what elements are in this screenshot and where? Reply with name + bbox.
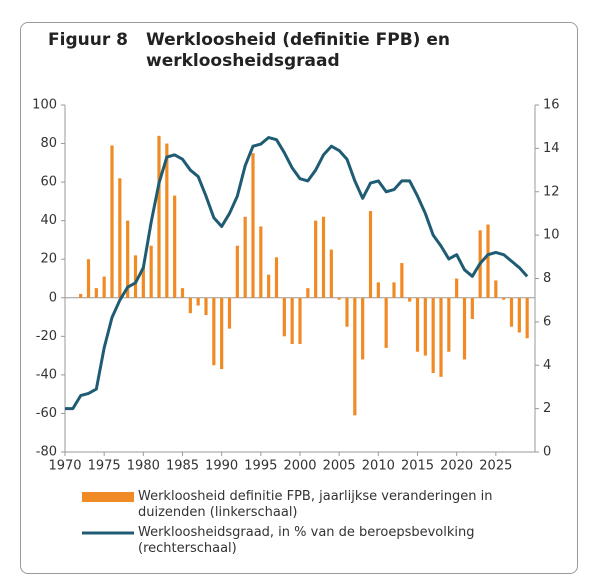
bar (345, 297, 349, 327)
y2-tick-label: 6 (543, 314, 551, 329)
bar (141, 266, 145, 298)
bar (157, 135, 161, 298)
bar (212, 297, 216, 366)
chart-title: Werkloosheid (definitie FPB) en werkloos… (146, 30, 450, 71)
x-tick-label: 2000 (283, 459, 316, 474)
bar (251, 153, 255, 298)
bar (118, 178, 122, 298)
bar (376, 282, 380, 298)
bar (79, 293, 83, 298)
bar (517, 297, 521, 333)
bar (126, 220, 130, 298)
bar (494, 280, 498, 298)
bar (368, 211, 373, 298)
bar (110, 145, 114, 298)
y-tick-label: -60 (36, 406, 57, 421)
bar (337, 297, 341, 300)
x-tick-label: 2020 (440, 459, 473, 474)
y2-tick-label: 8 (543, 271, 551, 286)
bar (462, 297, 467, 360)
legend-label: Werkloosheid definitie FPB, jaarlijkse v… (138, 489, 493, 520)
y-tick-label: -80 (36, 445, 57, 460)
y2-tick-label: 12 (543, 184, 560, 199)
bar (227, 297, 232, 329)
y-tick-label: -20 (36, 329, 57, 344)
x-tick-label: 2005 (323, 459, 356, 474)
x-tick-label: 1980 (127, 459, 160, 474)
y-tick-label: 20 (40, 252, 57, 267)
bar (149, 245, 153, 298)
x-tick-label: 1995 (244, 459, 277, 474)
bar (400, 263, 404, 298)
bar (220, 297, 224, 370)
bar (243, 216, 247, 298)
bar (470, 297, 474, 319)
bar (188, 297, 192, 314)
bar (173, 195, 177, 298)
bar (329, 249, 333, 298)
bar (94, 288, 98, 298)
y-tick-label: 80 (40, 136, 57, 151)
bar (384, 297, 388, 348)
legend-label: Werkloosheidsgraad, in % van de beroepsb… (138, 525, 475, 556)
x-tick-label: 2025 (479, 459, 512, 474)
bar (259, 226, 263, 298)
bar (180, 288, 185, 298)
figure-label: Figuur 8 (48, 30, 128, 50)
x-tick-label: 2015 (401, 459, 434, 474)
y-tick-label: 60 (40, 175, 57, 190)
x-tick-label: 1990 (205, 459, 238, 474)
bar (204, 297, 208, 316)
bar (431, 297, 435, 373)
x-tick-label: 1985 (166, 459, 199, 474)
bar (86, 259, 91, 298)
y2-tick-label: 4 (543, 358, 551, 373)
bar (353, 297, 357, 416)
y-tick-label: 100 (32, 98, 57, 113)
x-tick-label: 1970 (48, 459, 81, 474)
bar (290, 297, 294, 345)
line (65, 136, 529, 411)
bar (509, 297, 514, 327)
bar (298, 297, 302, 345)
bar (321, 216, 326, 298)
bar (196, 297, 200, 306)
bar (267, 274, 271, 298)
bar (423, 297, 427, 356)
bar (274, 257, 279, 298)
bar (525, 297, 529, 339)
y-tick-label: 0 (49, 290, 57, 305)
x-tick-label: 1975 (88, 459, 121, 474)
bar (415, 297, 420, 352)
bar (314, 220, 318, 298)
y2-tick-label: 14 (543, 141, 560, 156)
bar (408, 297, 412, 302)
y-tick-label: 40 (40, 213, 57, 228)
y2-tick-label: 10 (543, 228, 560, 243)
bar (447, 297, 451, 352)
x-tick-label: 2010 (362, 459, 395, 474)
bar (361, 297, 365, 360)
bar (455, 278, 459, 298)
y2-tick-label: 16 (543, 98, 560, 113)
bar (439, 297, 443, 377)
bar (235, 245, 239, 298)
bar (102, 276, 106, 298)
bar (282, 297, 286, 337)
bar (502, 297, 506, 300)
bar (133, 255, 138, 298)
legend-swatch (82, 492, 134, 502)
y2-tick-label: 0 (543, 445, 551, 460)
bar (392, 282, 396, 298)
bar (306, 288, 310, 298)
y2-tick-label: 2 (543, 401, 551, 416)
bar (486, 224, 490, 298)
bar (165, 143, 169, 298)
y-tick-label: -40 (36, 367, 57, 382)
